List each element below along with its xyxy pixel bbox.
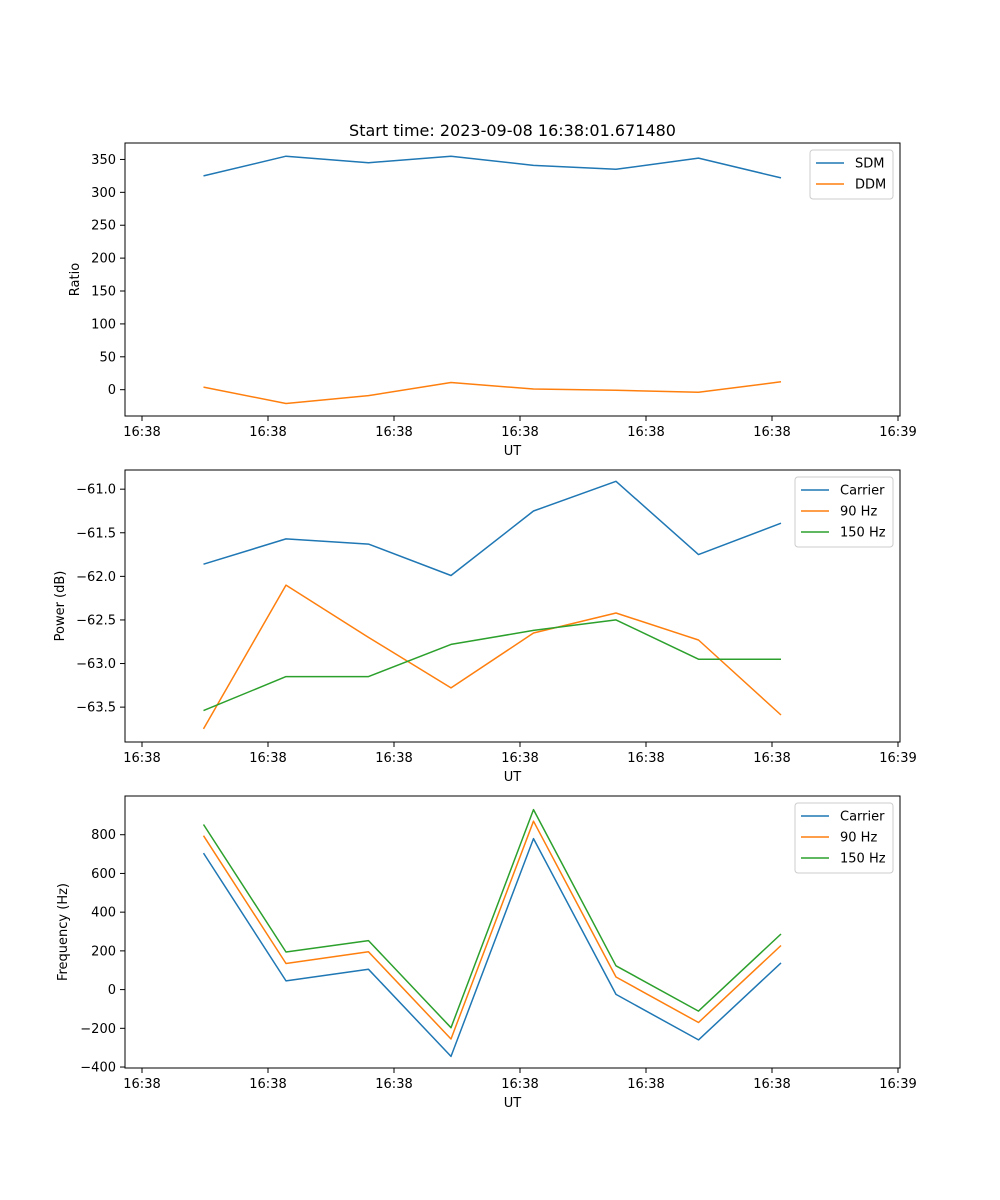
y-tick-label: −62.5 (76, 613, 116, 628)
y-tick-label: −63.5 (76, 701, 116, 716)
legend-box (794, 802, 894, 874)
y-axis-label: Power (dB) (53, 571, 68, 642)
x-tick-label: 16:38 (627, 751, 664, 766)
legend-label: DDM (855, 178, 886, 193)
x-tick-label: 16:38 (501, 1077, 538, 1092)
y-tick-label: 50 (99, 350, 116, 365)
y-tick-label: −200 (80, 1022, 116, 1037)
y-tick-label: −62.0 (76, 570, 116, 585)
legend-label: Carrier (840, 484, 885, 499)
y-tick-label: 0 (108, 383, 116, 398)
x-axis-label: UT (504, 770, 522, 785)
y-tick-label: 100 (91, 317, 116, 332)
x-tick-label: 16:39 (879, 751, 916, 766)
x-tick-label: 16:39 (879, 425, 916, 440)
axes-frame (124, 142, 901, 417)
series-line-150-hz (203, 619, 781, 712)
legend-label: 90 Hz (840, 505, 877, 520)
legend-box (794, 476, 894, 548)
x-tick-label: 16:38 (375, 425, 412, 440)
chart-panel-3: 16:38 16:38 16:38 16:38 16:38 16:38 16:39 UT −40… (56, 795, 917, 1111)
chart-panel-1: 16:38 16:38 16:38 16:38 16:38 16:38 16:39 UT 0 50… (68, 142, 917, 459)
y-axis-label: Ratio (68, 263, 83, 296)
series-line-carrier (203, 480, 782, 577)
x-tick-label: 16:38 (501, 425, 538, 440)
x-tick-label: 16:38 (123, 1077, 160, 1092)
x-tick-label: 16:38 (627, 1077, 664, 1092)
figure-title: Start time: 2023-09-08 16:38:01.671480 (349, 121, 676, 140)
series-line-carrier (202, 837, 782, 1058)
legend: Carrier 90 Hz 150 Hz (794, 802, 894, 874)
x-tick-label: 16:39 (879, 1077, 916, 1092)
series-line-ddm (203, 381, 782, 405)
x-tick-label: 16:38 (753, 751, 790, 766)
axes-frame (124, 795, 901, 1069)
axes-frame (124, 469, 901, 743)
y-tick-label: 200 (91, 252, 116, 267)
y-tick-label: −63.0 (76, 657, 116, 672)
legend-label: SDM (855, 157, 884, 172)
x-axis-label: UT (504, 444, 522, 459)
y-tick-label: −400 (80, 1061, 116, 1076)
y-tick-label: 0 (108, 983, 116, 998)
legend-label: 90 Hz (840, 831, 877, 846)
y-tick-label: 300 (91, 186, 116, 201)
x-tick-label: 16:38 (249, 1077, 286, 1092)
y-tick-label: 250 (91, 219, 116, 234)
series-line-90-hz (202, 584, 782, 730)
y-tick-label: −61.0 (76, 483, 116, 498)
y-tick-label: 150 (91, 285, 116, 300)
legend: SDM DDM (809, 149, 894, 200)
legend-label: Carrier (840, 810, 885, 825)
x-tick-label: 16:38 (627, 425, 664, 440)
x-tick-label: 16:38 (753, 1077, 790, 1092)
x-tick-label: 16:38 (123, 751, 160, 766)
y-tick-label: 400 (91, 906, 116, 921)
y-tick-label: 200 (91, 944, 116, 959)
x-axis-label: UT (504, 1096, 522, 1111)
x-tick-label: 16:38 (375, 1077, 412, 1092)
x-tick-label: 16:38 (123, 425, 160, 440)
y-tick-label: 800 (91, 828, 116, 843)
y-tick-label: −61.5 (76, 526, 116, 541)
series-line-150-hz (202, 808, 782, 1029)
series-line-sdm (203, 155, 782, 179)
y-axis-label: Frequency (Hz) (56, 883, 71, 981)
y-tick-label: 350 (91, 153, 116, 168)
legend: Carrier 90 Hz 150 Hz (794, 476, 894, 548)
x-tick-label: 16:38 (375, 751, 412, 766)
x-tick-label: 16:38 (501, 751, 538, 766)
series-line-90-hz (202, 820, 782, 1040)
x-tick-label: 16:38 (753, 425, 790, 440)
legend-label: 150 Hz (840, 852, 886, 867)
legend-label: 150 Hz (840, 526, 886, 541)
chart-panel-2: 16:38 16:38 16:38 16:38 16:38 16:38 16:39 UT −63… (53, 469, 917, 785)
y-tick-label: 600 (91, 867, 116, 882)
x-tick-label: 16:38 (249, 751, 286, 766)
x-tick-label: 16:38 (249, 425, 286, 440)
